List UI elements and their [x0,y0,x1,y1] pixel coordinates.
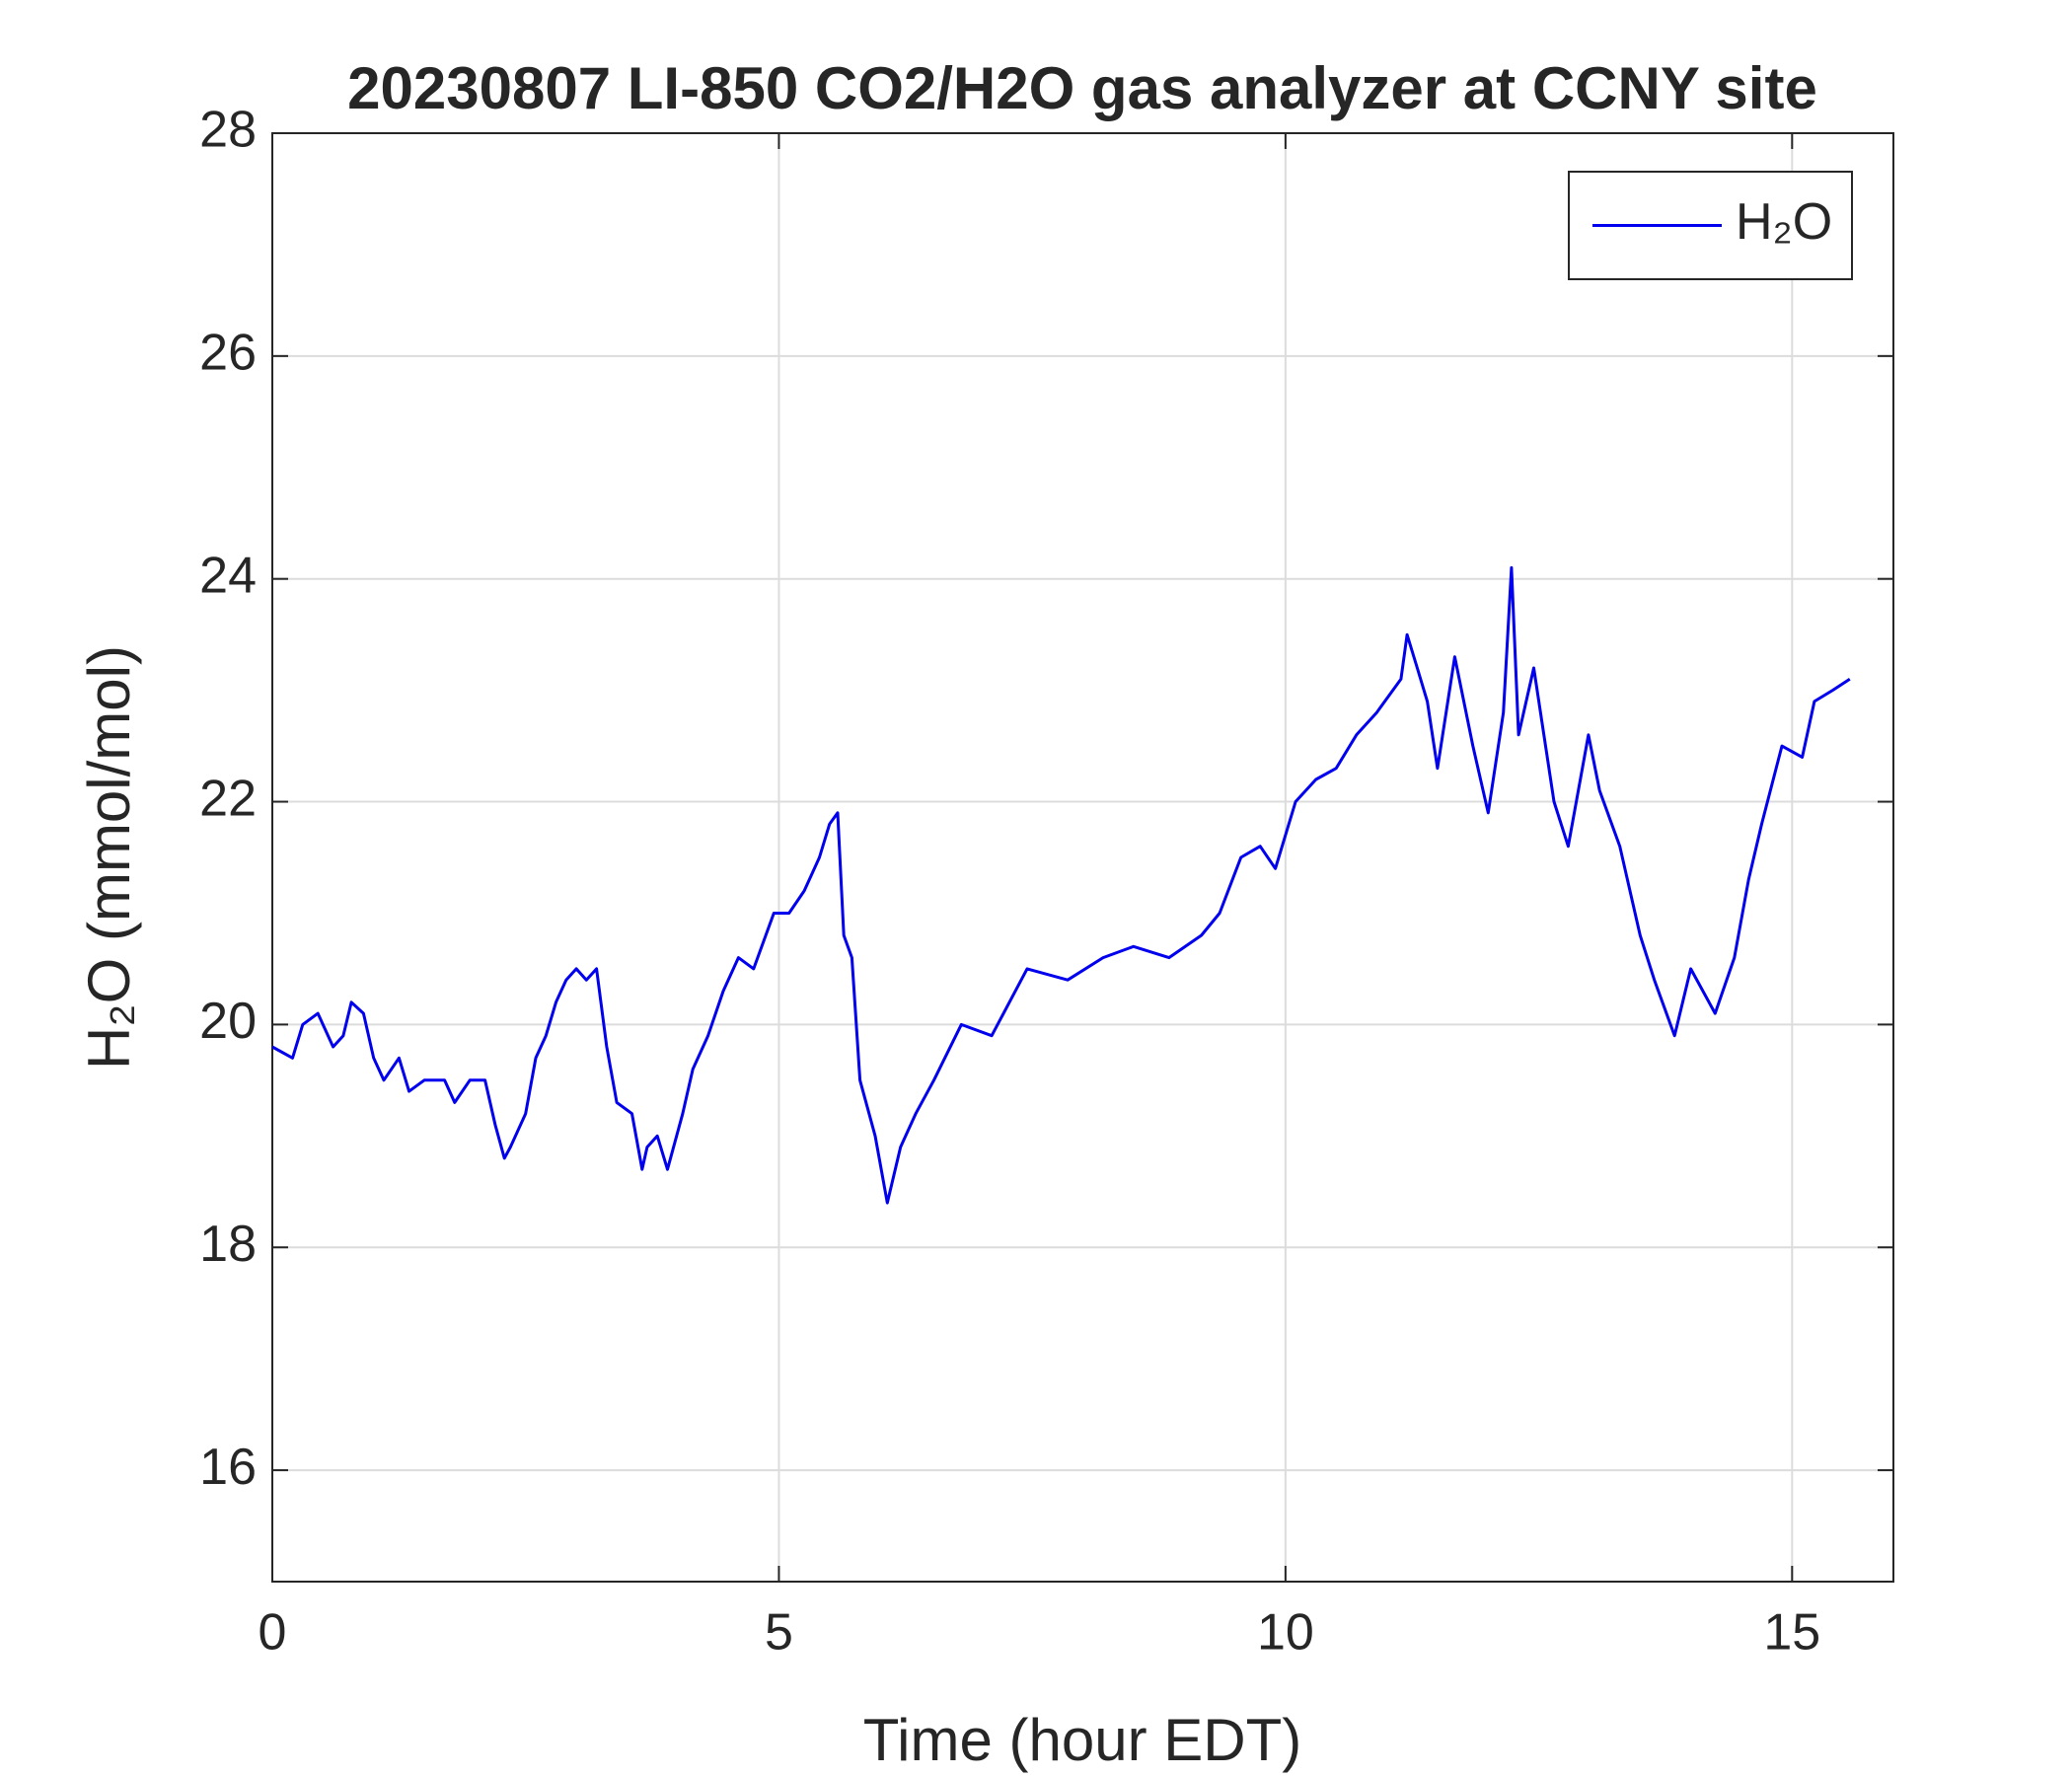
data-line [271,565,1851,1205]
chart-title: 20230807 LI-850 CO2/H2O gas analyzer at … [347,55,1817,121]
y-tick-label: 20 [199,993,257,1050]
legend-label: H₂O [1736,193,1832,251]
y-tick-label: 28 [199,102,257,159]
y-tick-label: 24 [199,547,257,604]
x-axis-label: Time (hour EDT) [863,1707,1302,1773]
y-tick-label: 18 [199,1216,257,1273]
x-tick-label: 5 [765,1604,793,1662]
x-tick-label: 0 [259,1604,287,1662]
y-tick-label: 16 [199,1439,257,1496]
x-tick-label: 10 [1257,1604,1314,1662]
y-tick-label: 22 [199,770,257,827]
x-tick-label: 15 [1763,1604,1820,1662]
y-tick-label: 26 [199,325,257,382]
plot-frame [271,132,1894,1583]
y-axis-label: H₂O (mmol/mol) [76,645,142,1070]
